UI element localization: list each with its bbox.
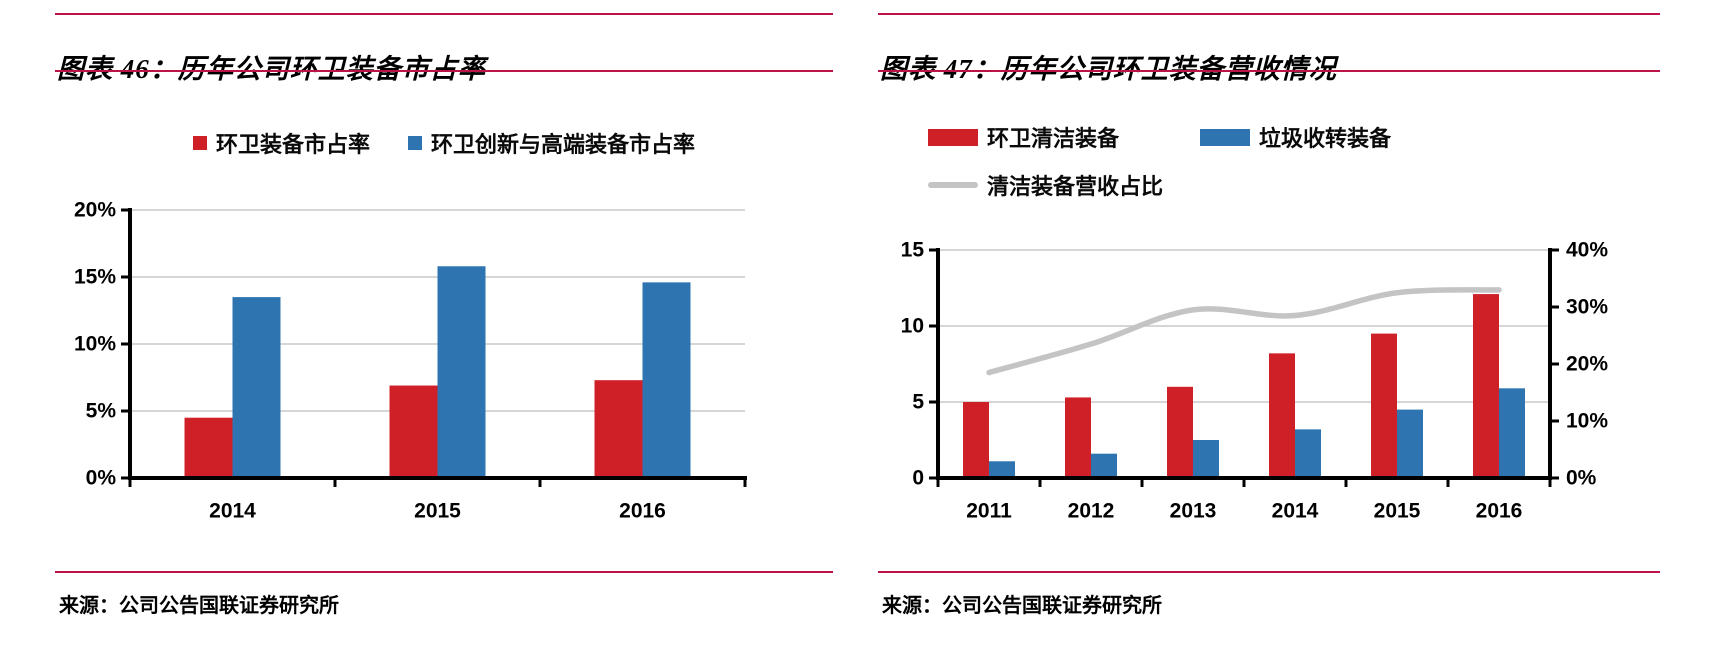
- svg-text:30%: 30%: [1566, 296, 1608, 319]
- figure-46-source: 来源：公司公告国联证券研究所: [59, 595, 339, 617]
- svg-text:10%: 10%: [74, 333, 116, 356]
- svg-text:2013: 2013: [1170, 500, 1217, 523]
- figure-46-bar-chart: 0% 5% 10% 15% 20% 2014 2015 2016: [74, 199, 747, 523]
- blue-square-marker-icon: [408, 136, 422, 150]
- legend-label: 环卫清洁装备: [987, 126, 1120, 151]
- svg-text:2012: 2012: [1068, 500, 1115, 523]
- svg-text:20%: 20%: [1566, 353, 1608, 376]
- svg-text:0%: 0%: [86, 467, 117, 490]
- legend-label: 清洁装备营收占比: [987, 174, 1164, 199]
- figure-46-legend: 环卫装备市占率 环卫创新与高端装备市占率: [55, 127, 833, 159]
- legend-item-qingjie: 环卫清洁装备: [928, 121, 1200, 153]
- top-rule: [55, 13, 833, 15]
- figure-47-source: 来源：公司公告国联证券研究所: [882, 595, 1162, 617]
- svg-text:2015: 2015: [1374, 500, 1421, 523]
- title-divider-rule: [55, 70, 833, 72]
- legend-item-shizhanlv: 环卫装备市占率: [192, 127, 370, 159]
- legend-item-zhanbi: 清洁装备营收占比: [928, 169, 1163, 201]
- figure-47-panel: 图表 47：历年公司环卫装备营收情况 环卫清洁装备 垃圾收转装备 清洁装备营收占…: [878, 13, 1660, 635]
- red-square-marker-icon: [192, 136, 207, 150]
- legend-item-shouzhuan: 垃圾收转装备: [1200, 121, 1391, 153]
- svg-text:2015: 2015: [414, 500, 461, 523]
- svg-text:15: 15: [901, 239, 925, 262]
- figure-46-title: 图表 46：历年公司环卫装备市占率: [57, 54, 486, 85]
- svg-text:40%: 40%: [1566, 239, 1608, 262]
- svg-text:0: 0: [912, 467, 924, 490]
- figure-47-title: 图表 47：历年公司环卫装备营收情况: [880, 54, 1337, 85]
- svg-text:10: 10: [901, 315, 924, 338]
- blue-bar-marker-icon: [1200, 128, 1250, 146]
- svg-text:20%: 20%: [74, 199, 116, 222]
- svg-text:5: 5: [912, 391, 924, 414]
- top-rule: [878, 13, 1660, 15]
- legend-label: 垃圾收转装备: [1259, 126, 1392, 151]
- figure-46-panel: 图表 46：历年公司环卫装备市占率 环卫装备市占率 环卫创新与高端装备市占率 0…: [55, 13, 833, 635]
- title-divider-rule: [878, 70, 1660, 72]
- svg-text:2014: 2014: [209, 500, 256, 523]
- red-bar-marker-icon: [928, 128, 978, 146]
- figure-47-legend-row-1: 环卫清洁装备 垃圾收转装备: [928, 121, 1391, 153]
- legend-item-chuangxin: 环卫创新与高端装备市占率: [408, 127, 695, 159]
- svg-text:2011: 2011: [966, 500, 1012, 523]
- legend-label: 环卫创新与高端装备市占率: [431, 132, 696, 157]
- svg-text:15%: 15%: [74, 266, 116, 289]
- bottom-rule: [878, 571, 1660, 573]
- bottom-rule: [55, 571, 833, 573]
- svg-text:2016: 2016: [619, 500, 666, 523]
- figure-47-bar-line-chart: 0 5 10 15 0% 10% 20% 30% 40% 2011 2012 2013 2014 2015…: [901, 239, 1609, 523]
- svg-text:2016: 2016: [1476, 500, 1523, 523]
- svg-text:5%: 5%: [86, 400, 117, 423]
- legend-label: 环卫装备市占率: [215, 132, 370, 157]
- svg-text:0%: 0%: [1566, 467, 1597, 490]
- figure-47-legend-row-2: 清洁装备营收占比: [928, 169, 1163, 201]
- gray-line-marker-icon: [928, 182, 978, 188]
- svg-text:2014: 2014: [1272, 500, 1319, 523]
- svg-text:10%: 10%: [1566, 410, 1608, 433]
